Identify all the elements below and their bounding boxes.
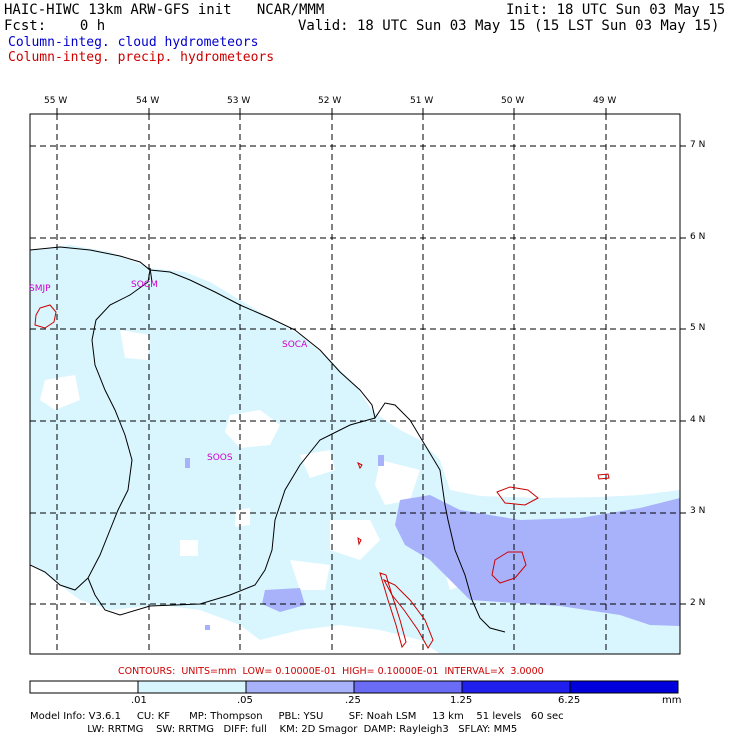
lat-label: 3 N — [690, 506, 706, 516]
colorbar-label: .05 — [237, 695, 253, 706]
lon-label: 50 W — [501, 96, 525, 106]
lon-label: 52 W — [318, 96, 342, 106]
graticule — [30, 114, 680, 654]
coastline — [30, 246, 506, 633]
station-soca: SOCA — [282, 340, 308, 350]
lat-label: 2 N — [690, 598, 706, 608]
lon-label: 49 W — [593, 96, 617, 106]
legend-cloud: Column-integ. cloud hydrometeors — [8, 35, 259, 50]
contour-note: CONTOURS: UNITS=mm LOW= 0.10000E-01 HIGH… — [118, 666, 544, 677]
lat-label: 4 N — [690, 415, 706, 425]
lat-label: 6 N — [690, 232, 706, 242]
ticks — [56, 108, 686, 605]
model-info-line1: Model Info: V3.6.1 CU: KF MP: Thompson P… — [30, 711, 564, 722]
station-smjp: SMJP — [29, 284, 51, 294]
valid-time: Valid: 18 UTC Sun 03 May 15 (15 LST Sun … — [298, 18, 720, 34]
lon-label: 55 W — [44, 96, 68, 106]
title-line: HAIC-HIWC 13km ARW-GFS init NCAR/MMM — [4, 2, 325, 18]
lat-label: 5 N — [690, 323, 706, 333]
precip-band — [395, 495, 680, 626]
init-time: Init: 18 UTC Sun 03 May 15 — [506, 2, 726, 18]
colorbar-label: .01 — [131, 695, 147, 706]
forecast-hour: Fcst: 0 h — [4, 18, 106, 34]
colorbar-label: .25 — [345, 695, 361, 706]
station-soos: SOOS — [207, 453, 233, 463]
lon-label: 51 W — [410, 96, 434, 106]
precip-contours — [34, 304, 610, 649]
colorbar-label: 1.25 — [450, 695, 473, 706]
colorbar-unit: mm — [662, 695, 682, 706]
colorbar-label: 6.25 — [558, 695, 581, 706]
legend-precip: Column-integ. precip. hydrometeors — [8, 50, 275, 65]
lon-label: 53 W — [227, 96, 251, 106]
station-socm: SOCM — [131, 280, 158, 290]
lon-label: 54 W — [136, 96, 160, 106]
lat-label: 7 N — [690, 140, 706, 150]
model-info-line2: LW: RRTMG SW: RRTMG DIFF: full KM: 2D Sm… — [30, 724, 518, 735]
